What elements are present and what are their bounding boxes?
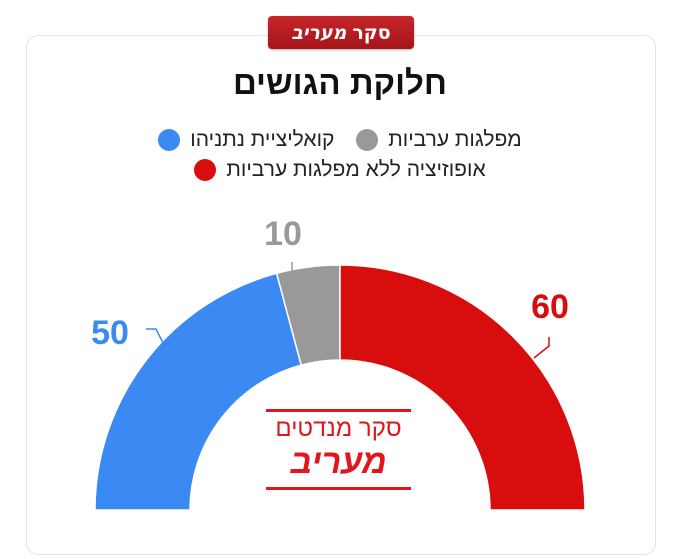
logo-subtitle: סקר מנדטים [275,415,402,442]
blue-dot-icon [158,129,181,151]
badge-text: סקר [352,21,391,44]
value-label-opposition: 60 [531,288,569,326]
legend-row-2: אופוזיציה ללא מפלגות ערביות [0,158,680,182]
legend-row-1: מפלגות ערביות קואליציית נתניהו [0,128,680,152]
badge-brand: מעריב [291,21,347,44]
legend-item-arab-parties: מפלגות ערביות [356,128,522,152]
chart-title: חלוקת הגושים [232,64,448,101]
logo-brand: מעריב [290,443,387,481]
gray-dot-icon [356,129,379,151]
legend-item-netanyahu-coalition: קואליציית נתניהו [158,128,334,152]
slice-opposition [339,264,586,511]
maariv-poll-logo: סקר מנדטים מעריב [266,409,411,490]
value-label-coalition: 50 [91,314,129,352]
value-label-arab: 10 [264,215,302,253]
legend-item-opposition: אופוזיציה ללא מפלגות ערביות [194,158,486,182]
red-dot-icon [194,159,217,181]
maariv-poll-badge: סקר מעריב [268,16,414,49]
slice-coalition [94,272,303,511]
